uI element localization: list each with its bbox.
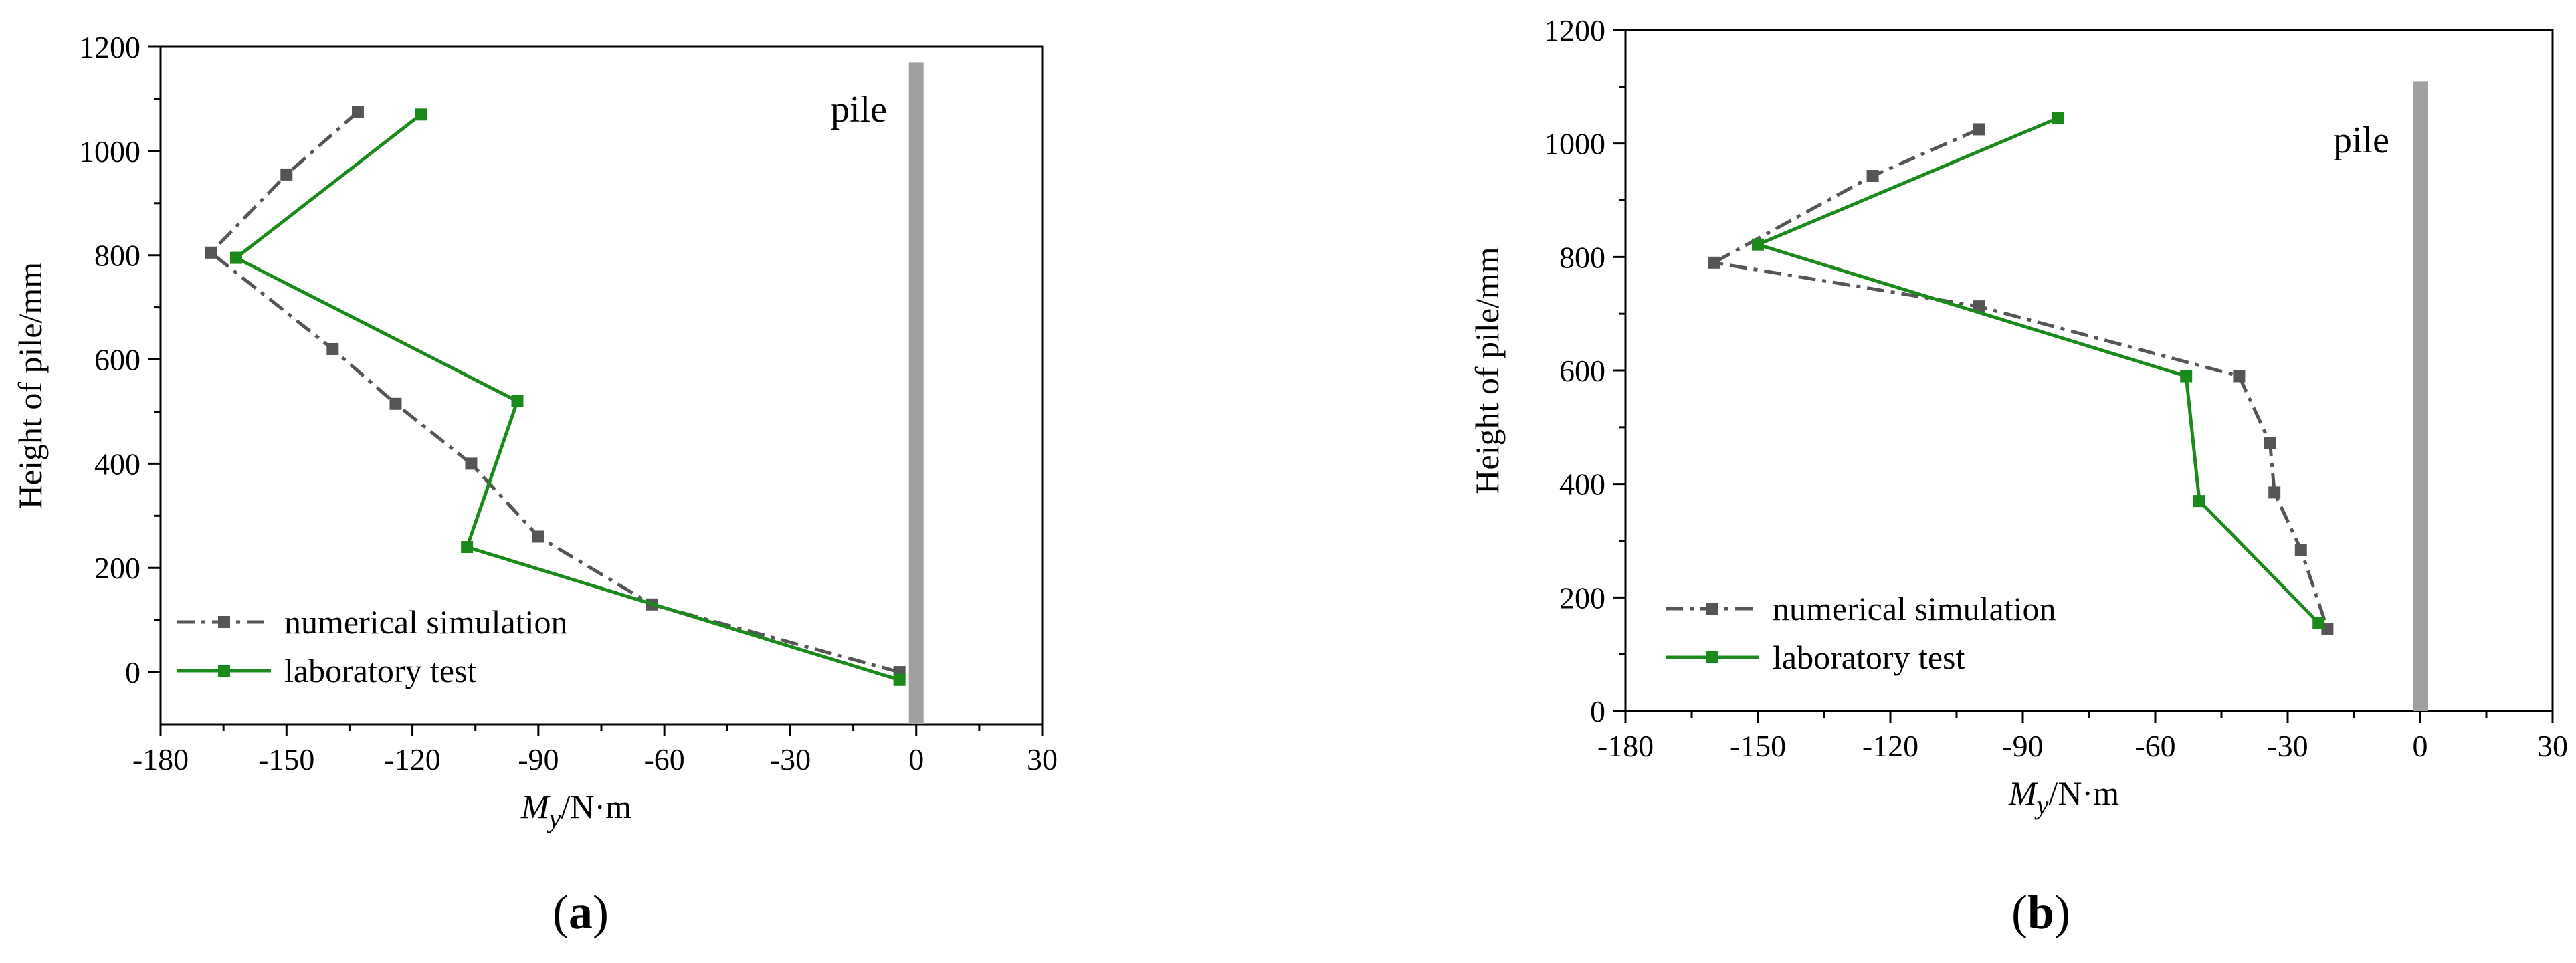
x-tick-label: -30	[770, 742, 811, 776]
legend-marker-1	[218, 665, 230, 677]
data-point	[1973, 123, 1985, 136]
x-axis-title-main: M	[520, 788, 551, 825]
y-tick-label: 1000	[1544, 127, 1605, 161]
legend-marker-0	[1706, 603, 1718, 615]
data-point	[326, 342, 339, 355]
y-tick-label: 1200	[1544, 13, 1605, 47]
data-point	[2193, 495, 2205, 508]
data-point	[229, 251, 242, 264]
data-point	[2180, 370, 2193, 383]
y-tick-label: 400	[94, 447, 140, 481]
y-tick-label: 800	[1559, 240, 1605, 274]
data-point	[415, 108, 427, 121]
data-point	[893, 673, 906, 686]
data-point	[205, 246, 217, 259]
panel-label-open: (	[553, 885, 569, 939]
y-tick-label: 200	[94, 551, 140, 585]
x-tick-label: 30	[2537, 729, 2568, 763]
pile-bar	[2413, 81, 2428, 712]
x-tick-label: -150	[258, 742, 314, 776]
x-tick-label: 0	[908, 742, 924, 776]
data-point	[1752, 238, 1764, 251]
data-point	[2264, 437, 2276, 449]
panel-label: (a)	[553, 885, 609, 939]
y-tick-label: 0	[125, 655, 140, 689]
x-axis-title-sub: y	[547, 803, 561, 833]
x-tick-label: -60	[2135, 729, 2175, 763]
y-tick-label: 800	[94, 239, 140, 273]
y-tick-label: 1000	[79, 134, 140, 169]
panel-label-open: (	[2011, 885, 2027, 939]
x-axis-title-sub: y	[2034, 790, 2049, 820]
panel-a: -180 -150 -120 -90 -60 -30 0 30 0 200 400 600 800 100…	[11, 30, 1058, 939]
legend-label-0: numerical simulation	[1773, 590, 2056, 627]
x-axis-title-main: M	[2008, 774, 2038, 812]
data-point	[2312, 617, 2325, 629]
x-axis-title: My/N·m	[2008, 774, 2119, 820]
legend-label-1: laboratory test	[1773, 639, 1965, 676]
x-axis-title: My/N·m	[520, 788, 631, 833]
data-point	[465, 457, 478, 470]
series-line-1	[233, 113, 900, 682]
x-tick-label: -180	[132, 742, 189, 776]
x-axis-title-unit: /N·m	[2048, 774, 2119, 812]
data-point	[461, 541, 474, 554]
x-tick-label: 0	[2413, 729, 2428, 763]
panel-label-close: )	[593, 885, 609, 939]
x-axis-title-unit: /N·m	[561, 788, 631, 825]
legend-marker-0	[218, 616, 230, 628]
data-point	[511, 395, 524, 407]
data-point	[2268, 486, 2281, 499]
data-point	[1866, 170, 1879, 183]
y-axis-title: Height of pile/mm	[1468, 247, 1506, 494]
x-tick-label: -180	[1597, 729, 1654, 763]
data-point	[280, 168, 293, 181]
data-point	[532, 530, 544, 543]
y-tick-label: 1200	[79, 30, 140, 64]
panel-label-close: )	[2054, 885, 2070, 939]
pile-bar	[908, 62, 924, 724]
panel-label: (b)	[2011, 885, 2070, 939]
y-axis-title: Height of pile/mm	[11, 262, 49, 509]
data-point	[351, 106, 364, 118]
x-tick-label: -90	[518, 742, 559, 776]
legend-label-1: laboratory test	[284, 652, 477, 689]
x-tick-label: -120	[384, 742, 440, 776]
y-tick-label: 400	[1559, 467, 1605, 502]
x-tick-label: -150	[1730, 729, 1786, 763]
data-point	[2052, 112, 2064, 124]
x-tick-label: -90	[2002, 729, 2043, 763]
x-tick-label: -60	[643, 742, 684, 776]
x-tick-label: -120	[1862, 729, 1918, 763]
panel-label-letter: b	[2027, 885, 2054, 939]
y-tick-label: 600	[1559, 354, 1605, 388]
x-tick-label: -30	[2267, 729, 2308, 763]
panel-label-letter: a	[569, 885, 593, 939]
data-point	[1973, 300, 1985, 313]
y-tick-label: 0	[1590, 694, 1605, 728]
pile-label: pile	[831, 89, 887, 130]
y-tick-label: 200	[1559, 580, 1605, 615]
panel-b: -180 -150 -120 -90 -60 -30 0 30 0 200 400 600 800 100…	[1468, 13, 2568, 939]
data-point	[389, 397, 402, 410]
y-tick-label: 600	[94, 343, 140, 377]
data-point	[2294, 544, 2307, 556]
legend-marker-1	[1706, 651, 1718, 663]
legend-label-0: numerical simulation	[284, 603, 568, 641]
data-point	[1708, 256, 1720, 269]
x-tick-label: 30	[1027, 742, 1058, 776]
pile-label: pile	[2333, 120, 2389, 161]
data-point	[2233, 370, 2246, 383]
